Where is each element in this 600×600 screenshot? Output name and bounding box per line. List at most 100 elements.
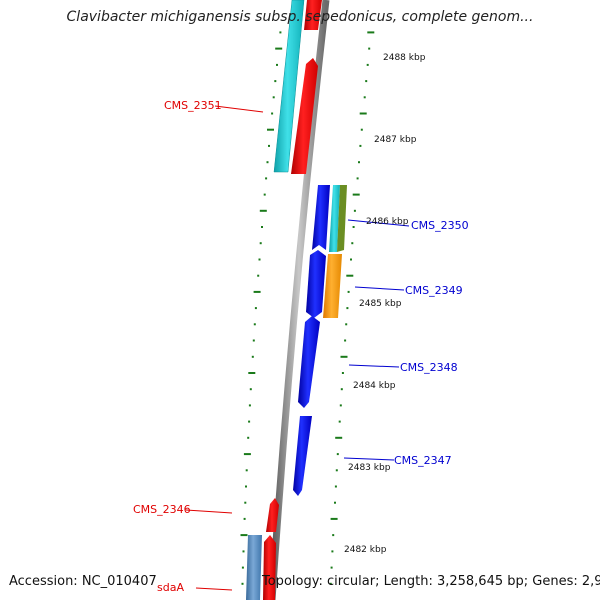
minor-tick — [263, 193, 266, 196]
minor-tick — [245, 469, 248, 472]
cds-orange-feature[interactable] — [323, 254, 342, 318]
reverse-strand-features — [246, 0, 322, 600]
inner-tick-ring — [240, 31, 283, 585]
major-tick — [240, 534, 248, 537]
minor-tick — [335, 469, 338, 472]
minor-tick — [334, 485, 337, 488]
major-tick — [367, 31, 375, 34]
minor-tick — [351, 242, 354, 245]
minor-tick — [268, 144, 270, 147]
minor-tick — [358, 161, 360, 164]
gene-label-sdaa[interactable]: sdaA — [157, 581, 184, 594]
minor-tick — [272, 96, 275, 99]
minor-tick — [261, 226, 263, 228]
minor-tick — [334, 501, 336, 504]
cds-cms-2351[interactable] — [291, 58, 318, 174]
cds-cms-2346[interactable] — [266, 498, 279, 532]
minor-tick — [266, 161, 269, 164]
minor-tick — [332, 534, 335, 537]
minor-tick — [360, 128, 363, 131]
leader-cms-2348 — [348, 364, 400, 368]
accession-label: Accession: NC_010407 — [9, 574, 157, 589]
minor-tick — [366, 63, 369, 66]
cds-cms-2348[interactable] — [298, 316, 320, 408]
minor-tick — [271, 112, 274, 115]
leader-sdaa — [195, 587, 233, 591]
minor-tick — [241, 582, 244, 585]
gene-label-cms-2349[interactable]: CMS_2349 — [405, 284, 463, 297]
label-leaders — [185, 105, 410, 591]
minor-tick — [259, 242, 262, 245]
backbone — [268, 0, 330, 600]
minor-tick — [279, 31, 282, 34]
minor-tick — [274, 80, 277, 83]
minor-tick — [247, 436, 250, 439]
major-tick — [275, 47, 283, 50]
cds-sdaa[interactable] — [263, 535, 276, 600]
minor-tick — [347, 290, 350, 293]
cds-cyan-overlap[interactable] — [329, 185, 340, 252]
minor-tick — [365, 80, 368, 83]
major-tick — [248, 372, 256, 374]
minor-tick — [244, 501, 247, 504]
major-tick — [352, 193, 360, 196]
major-tick — [346, 274, 354, 277]
minor-tick — [363, 96, 366, 99]
minor-tick — [276, 63, 278, 66]
scale-label-2484: 2484 kbp — [353, 381, 396, 391]
minor-tick — [254, 307, 257, 310]
minor-tick — [329, 582, 332, 585]
gene-label-cms-2351[interactable]: CMS_2351 — [164, 99, 222, 112]
minor-tick — [336, 453, 339, 456]
minor-tick — [340, 388, 343, 391]
minor-tick — [265, 177, 268, 180]
minor-tick — [338, 420, 341, 423]
topology-info: Topology: circular; Length: 3,258,645 bp… — [262, 574, 600, 589]
major-tick — [330, 517, 338, 520]
major-tick — [243, 453, 251, 456]
cds-cms-2349[interactable] — [306, 250, 326, 318]
major-tick — [259, 209, 267, 212]
cds-olive-feature[interactable] — [337, 185, 347, 252]
minor-tick — [245, 485, 247, 488]
minor-tick — [253, 323, 256, 326]
minor-tick — [241, 566, 244, 569]
gene-label-cms-2350[interactable]: CMS_2350 — [411, 219, 469, 232]
scale-label-2483: 2483 kbp — [348, 463, 391, 473]
cds-cms-2347[interactable] — [293, 416, 312, 496]
major-tick — [359, 112, 367, 115]
cds-cms-2351-top[interactable] — [304, 0, 322, 30]
minor-tick — [344, 339, 347, 342]
scale-label-2486: 2486 kbp — [366, 217, 409, 227]
minor-tick — [346, 307, 349, 310]
page-title: Clavibacter michiganensis subsp. sepedon… — [66, 9, 534, 25]
scale-label-2485: 2485 kbp — [359, 299, 402, 309]
minor-tick — [248, 404, 251, 407]
cds-cms-2350[interactable] — [312, 185, 330, 250]
scale-label-2488: 2488 kbp — [383, 53, 426, 63]
minor-tick — [248, 420, 251, 423]
minor-tick — [257, 274, 260, 277]
major-tick — [253, 290, 261, 293]
leader-cms-2351 — [214, 105, 264, 113]
leader-cms-2346 — [185, 509, 233, 514]
minor-tick — [243, 517, 246, 520]
minor-tick — [345, 323, 348, 326]
minor-tick — [356, 177, 359, 180]
leader-cms-2349 — [354, 286, 405, 291]
major-tick — [340, 355, 348, 358]
gene-label-cms-2347[interactable]: CMS_2347 — [394, 454, 452, 467]
gene-label-cms-2348[interactable]: CMS_2348 — [400, 361, 458, 374]
cds-steel-feature[interactable] — [246, 535, 262, 600]
major-tick — [335, 436, 343, 439]
leader-cms-2350 — [347, 219, 410, 227]
minor-tick — [359, 144, 362, 147]
minor-tick — [368, 47, 371, 50]
minor-tick — [353, 209, 356, 212]
minor-tick — [331, 550, 334, 553]
gene-label-cms-2346[interactable]: CMS_2346 — [133, 503, 191, 516]
minor-tick — [249, 388, 252, 391]
cds-cyan-feature[interactable] — [273, 0, 305, 173]
minor-tick — [258, 258, 261, 261]
minor-tick — [251, 355, 254, 358]
